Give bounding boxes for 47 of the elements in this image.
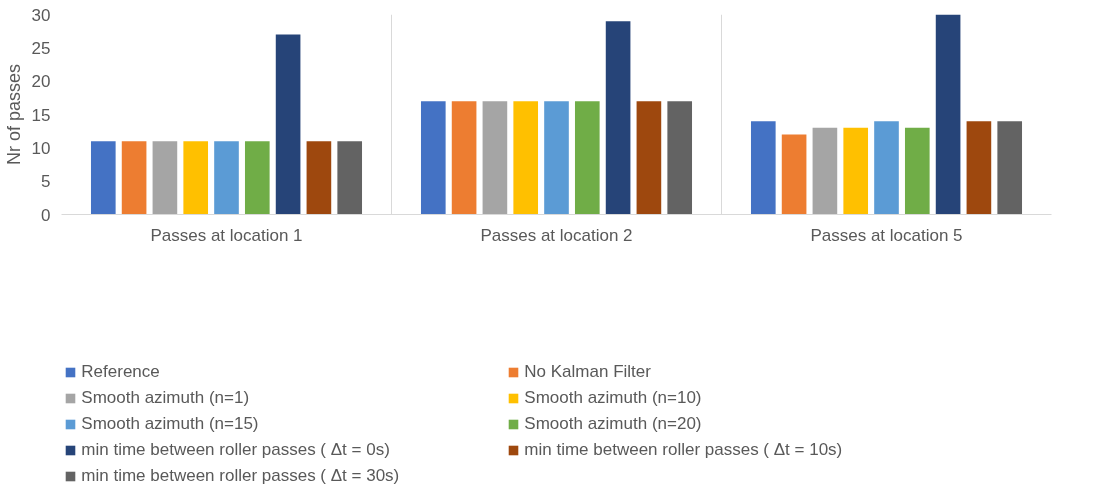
bar (874, 121, 899, 215)
bar (482, 101, 508, 215)
legend-label: min time between roller passes ( Δt = 10s) (524, 439, 844, 460)
bar (152, 141, 178, 215)
legend-label: Smooth azimuth (n=20) (524, 413, 703, 434)
bar (812, 127, 838, 215)
legend-label: min time between roller passes ( Δt = 30s) (81, 465, 401, 486)
bar (544, 101, 569, 215)
legend-label: Smooth azimuth (n=10) (524, 387, 703, 408)
legend-label: min time between roller passes ( Δt = 0s) (81, 439, 391, 460)
bar (275, 34, 301, 215)
y-axis-title: Nr of passes (3, 63, 24, 166)
bar (420, 101, 446, 215)
bar (574, 101, 600, 215)
legend-label: Smooth azimuth (n=15) (81, 413, 260, 434)
bar (904, 127, 930, 215)
bar (636, 101, 662, 215)
bar (244, 141, 270, 215)
bar (306, 141, 332, 215)
y-tick-label: 5 (41, 172, 51, 192)
legend-label: No Kalman Filter (524, 361, 652, 382)
y-tick-label: 25 (31, 38, 51, 58)
bar (121, 141, 147, 215)
bar (750, 121, 776, 215)
bar (966, 121, 992, 215)
legend-label: Reference (81, 361, 161, 382)
bar (214, 141, 239, 215)
bar (781, 134, 807, 215)
bar (513, 101, 539, 215)
y-tick-label: 15 (31, 105, 51, 125)
bar (183, 141, 209, 215)
bar (451, 101, 477, 215)
legend-label: Smooth azimuth (n=1) (81, 387, 251, 408)
bar (997, 121, 1023, 215)
x-tick-label: Passes at location 2 (480, 225, 633, 245)
y-tick-label: 0 (41, 205, 51, 225)
x-tick-label: Passes at location 1 (150, 225, 303, 245)
bar (605, 21, 631, 215)
bar (667, 101, 693, 215)
y-tick-label: 20 (31, 72, 51, 92)
bar (90, 141, 116, 215)
bar (935, 14, 961, 215)
x-tick-label: Passes at location 5 (810, 225, 963, 245)
y-tick-label: 30 (31, 5, 51, 25)
y-tick-label: 10 (31, 138, 51, 158)
bar (843, 127, 869, 215)
bar (337, 141, 363, 215)
